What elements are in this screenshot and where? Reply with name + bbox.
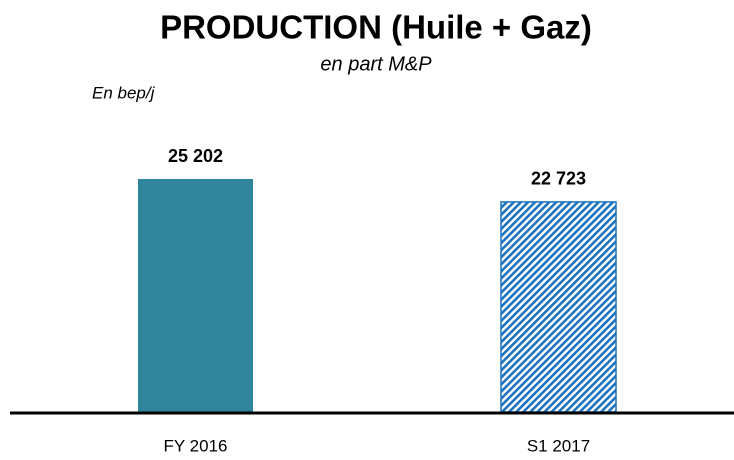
- x-tick-label: S1 2017: [527, 436, 590, 455]
- unit-label: En bep/j: [92, 83, 156, 102]
- value-label: 25 202: [168, 146, 223, 166]
- chart-subtitle: en part M&P: [320, 53, 432, 75]
- chart-title: PRODUCTION (Huile + Gaz): [160, 9, 592, 46]
- value-label: 22 723: [531, 169, 586, 189]
- bar: [138, 179, 253, 412]
- bar: [500, 201, 617, 413]
- x-tick-label: FY 2016: [164, 436, 228, 455]
